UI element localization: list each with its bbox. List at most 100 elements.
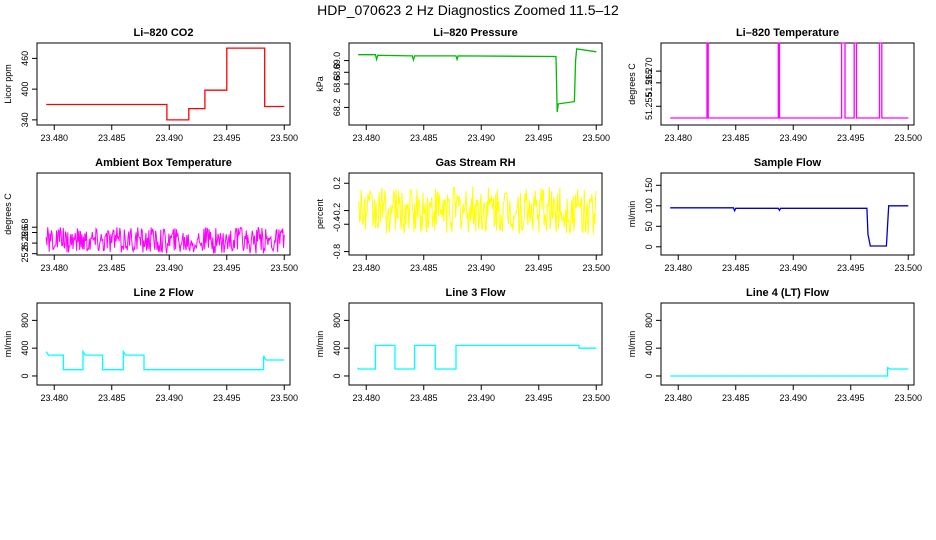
x-tick-label: 23.485 — [98, 133, 126, 143]
y-tick-label: -0.4 — [332, 216, 342, 232]
y-tick-label: 800 — [20, 313, 30, 328]
y-tick-label: 26.8 — [20, 218, 30, 236]
x-tick-label: 23.495 — [837, 393, 865, 403]
chart-panel: Line 4 (LT) Flow 23.480 23.485 23.490 23.495… — [627, 287, 922, 403]
data-series-line — [46, 47, 285, 121]
x-tick-label: 23.500 — [894, 393, 922, 403]
x-tick-label: 23.490 — [779, 263, 807, 273]
y-tick-label: 0.2 — [332, 177, 342, 190]
chart-panel: Line 3 Flow 23.480 23.485 23.490 23.495 23.50… — [315, 287, 610, 403]
x-tick-label: 23.485 — [410, 263, 438, 273]
chart-title: Line 4 (LT) Flow — [746, 287, 829, 299]
y-axis-label: Licor ppm — [3, 64, 13, 104]
y-tick-label: 340 — [20, 112, 30, 127]
chart-title: Line 2 Flow — [134, 287, 194, 299]
y-axis-label: kPa — [315, 76, 325, 92]
y-tick-label: -0.2 — [332, 203, 342, 219]
chart-panel: Gas Stream RH 23.480 23.485 23.490 23.495 23.… — [315, 157, 610, 273]
x-tick-label: 23.480 — [352, 133, 380, 143]
x-tick-label: 23.495 — [213, 263, 241, 273]
y-tick-label: 69.0 — [332, 52, 342, 70]
x-tick-label: 23.495 — [213, 133, 241, 143]
data-series-line — [670, 366, 909, 377]
chart-panel: Li–820 Temperature 23.480 23.485 23.490 23.4… — [627, 27, 922, 143]
x-tick-label: 23.480 — [664, 263, 692, 273]
y-tick-label: 400 — [644, 341, 654, 356]
x-tick-label: 23.485 — [98, 263, 126, 273]
chart-title: Li–820 Pressure — [433, 27, 517, 39]
x-tick-label: 23.490 — [155, 263, 183, 273]
x-tick-label: 23.495 — [525, 133, 553, 143]
y-tick-label: 100 — [644, 198, 654, 213]
chart-title: Line 3 Flow — [446, 287, 506, 299]
x-tick-label: 23.495 — [525, 393, 553, 403]
data-series-line — [670, 42, 909, 119]
y-axis-label: ml/min — [627, 331, 637, 358]
plot-frame — [348, 302, 603, 386]
plot-frame — [36, 302, 291, 386]
chart-title: Ambient Box Temperature — [95, 157, 232, 169]
x-tick-label: 23.495 — [837, 133, 865, 143]
plot-frame — [660, 172, 915, 256]
x-tick-label: 23.480 — [664, 393, 692, 403]
x-tick-label: 23.485 — [410, 393, 438, 403]
x-tick-label: 23.500 — [270, 393, 298, 403]
x-tick-label: 23.485 — [722, 263, 750, 273]
y-axis-label: ml/min — [315, 331, 325, 358]
chart-title: Li–820 CO2 — [134, 27, 194, 39]
y-tick-label: 0 — [644, 373, 654, 378]
plot-frame — [348, 172, 603, 256]
x-tick-label: 23.495 — [213, 393, 241, 403]
data-series-line — [45, 349, 285, 371]
data-series-line — [357, 344, 597, 370]
chart-panel: Sample Flow 23.480 23.485 23.490 23.495 23.50… — [627, 157, 922, 273]
x-tick-label: 23.500 — [582, 133, 610, 143]
page-title: HDP_070623 2 Hz Diagnostics Zoomed 11.5–… — [317, 2, 619, 18]
x-tick-label: 23.485 — [98, 393, 126, 403]
x-tick-label: 23.500 — [894, 263, 922, 273]
y-axis-label: percent — [315, 198, 325, 229]
data-series-line — [670, 205, 909, 247]
y-tick-label: 25.8 — [20, 245, 30, 263]
x-tick-label: 23.490 — [467, 263, 495, 273]
x-tick-label: 23.500 — [270, 133, 298, 143]
y-axis-label: degrees C — [3, 193, 13, 235]
y-tick-label: 51.270 — [644, 57, 654, 85]
data-series-line — [45, 226, 285, 254]
y-tick-label: 26.2 — [20, 234, 30, 252]
chart-panel: Ambient Box Temperature 23.480 23.485 23.49… — [3, 157, 298, 273]
plot-frame — [660, 302, 915, 386]
data-series-line — [358, 48, 597, 113]
x-tick-label: 23.495 — [525, 263, 553, 273]
y-tick-label: 0 — [332, 373, 342, 378]
y-tick-label: 800 — [332, 313, 342, 328]
y-tick-label: 400 — [332, 341, 342, 356]
x-tick-label: 23.480 — [40, 393, 68, 403]
y-tick-label: 0 — [644, 244, 654, 249]
y-tick-label: 50 — [644, 221, 654, 231]
y-tick-label: 51.255 — [644, 92, 654, 120]
y-axis-label: degrees C — [627, 63, 637, 105]
x-tick-label: 23.500 — [582, 263, 610, 273]
x-tick-label: 23.485 — [410, 133, 438, 143]
y-tick-label: 68.8 — [332, 64, 342, 82]
x-tick-label: 23.480 — [352, 393, 380, 403]
y-tick-label: 460 — [20, 51, 30, 66]
y-tick-label: 0 — [20, 373, 30, 378]
y-axis-label: ml/min — [627, 201, 637, 228]
chart-title: Sample Flow — [754, 157, 822, 169]
x-tick-label: 23.500 — [894, 133, 922, 143]
chart-panel: Li–820 Pressure 23.480 23.485 23.490 23.495 2… — [315, 27, 610, 143]
y-tick-label: 800 — [644, 313, 654, 328]
x-tick-label: 23.490 — [779, 133, 807, 143]
chart-title: Gas Stream RH — [435, 157, 515, 169]
x-tick-label: 23.480 — [40, 263, 68, 273]
plot-frame — [36, 172, 291, 256]
y-tick-label: -0.8 — [332, 244, 342, 260]
plot-frame — [660, 42, 915, 126]
data-series-line — [357, 186, 597, 235]
x-tick-label: 23.500 — [270, 263, 298, 273]
x-tick-label: 23.490 — [155, 393, 183, 403]
y-axis-label: ml/min — [3, 331, 13, 358]
